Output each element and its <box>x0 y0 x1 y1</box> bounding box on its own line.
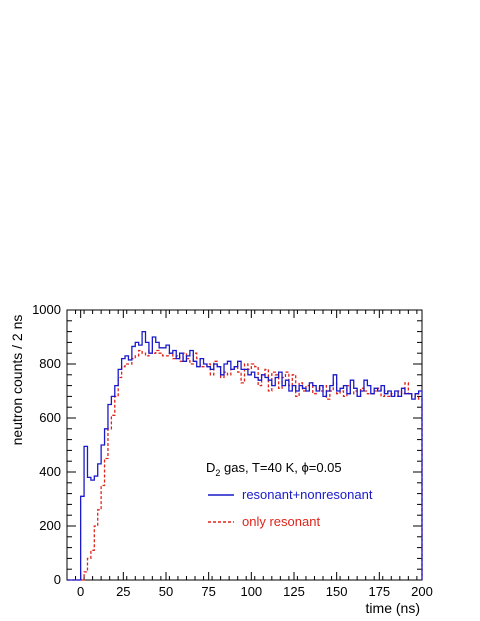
annotation-text: D2 gas, T=40 K, ϕ=0.05 <box>206 460 342 478</box>
y-tick-label: 200 <box>39 518 61 533</box>
legend: resonant+nonresonant only resonant <box>208 487 373 529</box>
series-only-resonant <box>67 349 423 581</box>
series-resonant-nonresonant-line <box>67 330 423 581</box>
x-tick-label: 125 <box>283 584 305 599</box>
y-tick-label: 400 <box>39 464 61 479</box>
y-tick-label: 0 <box>54 572 61 587</box>
y-tick-label: 800 <box>39 356 61 371</box>
y-tick-label: 1000 <box>32 302 61 317</box>
axis-ticks <box>66 309 423 581</box>
annotation: D2 gas, T=40 K, ϕ=0.05 <box>206 460 342 478</box>
plot-area <box>66 309 423 581</box>
x-tick-label: 200 <box>411 584 433 599</box>
y-tick-label: 600 <box>39 410 61 425</box>
x-tick-label: 0 <box>77 584 84 599</box>
y-axis-title: neutron counts / 2 ns <box>9 315 25 446</box>
plot-frame <box>66 309 423 581</box>
series-resonant-nonresonant <box>67 330 423 581</box>
x-tick-label: 75 <box>201 584 215 599</box>
x-tick-label: 25 <box>116 584 130 599</box>
x-axis-title: time (ns) <box>366 600 420 616</box>
tick-labels: 0 25 50 75 100 125 150 175 200 0 200 400 600 800 1000 <box>32 302 433 599</box>
x-tick-label: 150 <box>326 584 348 599</box>
x-tick-label: 175 <box>368 584 390 599</box>
x-tick-label: 100 <box>240 584 262 599</box>
legend-label-only-resonant: only resonant <box>242 514 320 529</box>
series-only-resonant-line <box>67 349 423 581</box>
x-tick-label: 50 <box>159 584 173 599</box>
legend-label-resonant-nonresonant: resonant+nonresonant <box>242 487 373 502</box>
series-layer <box>67 330 423 581</box>
